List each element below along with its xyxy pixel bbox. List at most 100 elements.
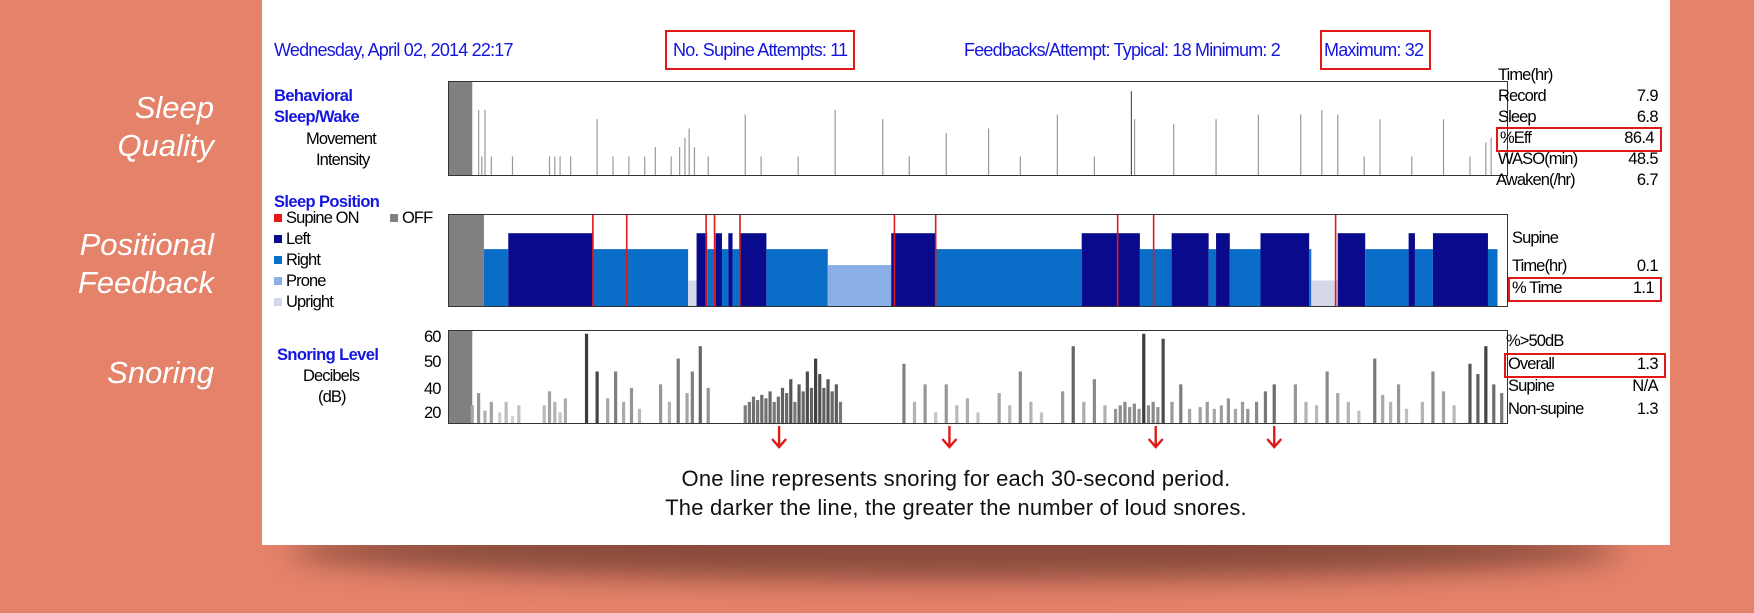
snore-line bbox=[1404, 408, 1409, 423]
note-line-2: The darker the line, the greater the num… bbox=[665, 495, 1247, 520]
snore-line bbox=[1123, 401, 1127, 423]
feedback-maximum: Maximum: 32 bbox=[1320, 30, 1432, 70]
stat-overall-value: 1.3 bbox=[1636, 355, 1659, 373]
side-label-line: Feedback bbox=[77, 265, 214, 300]
snore-line bbox=[1492, 384, 1496, 423]
legend-label: Right bbox=[286, 251, 321, 269]
snore-line bbox=[965, 398, 970, 423]
snore-line bbox=[814, 358, 818, 423]
snore-line bbox=[621, 401, 626, 423]
stat-nonsupine-label: Non-supine bbox=[1508, 400, 1584, 418]
snore-line bbox=[1018, 371, 1022, 423]
snore-line bbox=[483, 410, 487, 423]
legend-label: Upright bbox=[286, 293, 334, 311]
snore-line bbox=[553, 401, 557, 423]
snore-line bbox=[997, 393, 1001, 423]
stats-supine-header: Supine bbox=[1512, 229, 1559, 247]
snore-line bbox=[1246, 408, 1250, 423]
snore-line bbox=[1212, 408, 1216, 423]
position-segment-left bbox=[1260, 233, 1310, 306]
snore-line bbox=[1441, 391, 1446, 423]
snore-line bbox=[756, 400, 760, 423]
stat-supine-snore-value: N/A bbox=[1632, 377, 1658, 395]
legend-prone: Prone bbox=[274, 272, 326, 291]
snore-line bbox=[637, 408, 642, 423]
y-tick-50: 50 bbox=[424, 353, 441, 371]
snore-line bbox=[818, 374, 822, 423]
snore-line bbox=[1061, 391, 1065, 423]
side-label-line: Positional bbox=[79, 227, 214, 262]
position-segment-right bbox=[483, 249, 509, 306]
snore-line bbox=[477, 393, 481, 423]
snore-line bbox=[785, 393, 789, 423]
position-segment-right bbox=[766, 249, 828, 306]
snore-arrow-head bbox=[771, 438, 787, 449]
y-tick-40: 40 bbox=[424, 380, 441, 398]
legend-swatch bbox=[274, 277, 282, 285]
stat-supine-time-label: Time(hr) bbox=[1512, 257, 1567, 275]
y-tick-60: 60 bbox=[424, 328, 441, 346]
snore-line bbox=[764, 398, 768, 423]
snore-line bbox=[1272, 384, 1276, 423]
snore-line bbox=[1092, 379, 1096, 423]
snore-line bbox=[1314, 405, 1319, 423]
position-segment-prone bbox=[827, 265, 892, 306]
snore-line bbox=[743, 405, 747, 423]
stat-overall-label: Overall bbox=[1508, 355, 1555, 373]
position-segment-left bbox=[696, 233, 708, 306]
side-label-snoring: Snoring bbox=[4, 354, 214, 392]
stat-record-label: Record bbox=[1498, 87, 1547, 105]
snore-line bbox=[1137, 408, 1141, 423]
legend-swatch bbox=[274, 235, 282, 243]
snore-line bbox=[768, 391, 772, 423]
stat-waso-label: WASO(min) bbox=[1498, 150, 1578, 168]
movement-label: Movement bbox=[306, 130, 377, 148]
position-segment-left bbox=[1408, 233, 1415, 306]
snore-arrows bbox=[771, 426, 1283, 449]
snore-line bbox=[1039, 412, 1044, 423]
snore-line bbox=[1373, 358, 1377, 423]
side-label-sleep-quality: Sleep Quality bbox=[4, 89, 214, 165]
snore-line bbox=[1304, 401, 1308, 423]
snore-line bbox=[1293, 384, 1297, 423]
snore-line bbox=[1008, 405, 1012, 423]
snore-line bbox=[1219, 405, 1223, 423]
legend-label: Supine ON bbox=[286, 209, 360, 227]
movement-chart bbox=[449, 82, 1492, 175]
snore-line bbox=[747, 401, 751, 423]
snore-arrow-head bbox=[1147, 438, 1164, 449]
legend-label: OFF bbox=[402, 209, 433, 227]
snore-line bbox=[1071, 346, 1075, 423]
snore-line bbox=[902, 363, 906, 423]
highlight-eff bbox=[1496, 127, 1662, 152]
snore-line bbox=[822, 387, 826, 423]
snore-line bbox=[838, 401, 843, 423]
snore-line bbox=[809, 387, 814, 423]
snore-line bbox=[934, 412, 938, 423]
snore-line bbox=[1476, 374, 1480, 423]
legend-off: OFF bbox=[390, 209, 433, 228]
stat-supine-snore-label: Supine bbox=[1508, 377, 1555, 395]
snore-line bbox=[1151, 401, 1155, 423]
snore-line bbox=[1389, 401, 1393, 423]
off-period-bar bbox=[449, 331, 473, 423]
snore-line bbox=[659, 384, 663, 423]
supine-attempts: No. Supine Attempts: 11 bbox=[665, 30, 856, 70]
snore-line bbox=[1500, 393, 1504, 423]
snoring-title: Snoring Level bbox=[277, 346, 379, 364]
position-segment-right bbox=[1414, 249, 1433, 306]
snore-arrow-head bbox=[1266, 438, 1283, 449]
snore-line bbox=[606, 398, 610, 423]
position-segment-right bbox=[1309, 249, 1312, 306]
snore-line bbox=[1161, 338, 1165, 423]
stat-record-value: 7.9 bbox=[1636, 87, 1659, 105]
position-segment-upright bbox=[688, 280, 697, 306]
snore-line bbox=[772, 401, 776, 423]
snore-line bbox=[944, 384, 948, 423]
snore-line bbox=[805, 371, 809, 423]
position-segment-right bbox=[1365, 249, 1409, 306]
snore-line bbox=[547, 391, 552, 423]
snore-line bbox=[1170, 401, 1174, 423]
snore-line bbox=[1146, 405, 1151, 423]
snore-line bbox=[542, 405, 546, 423]
